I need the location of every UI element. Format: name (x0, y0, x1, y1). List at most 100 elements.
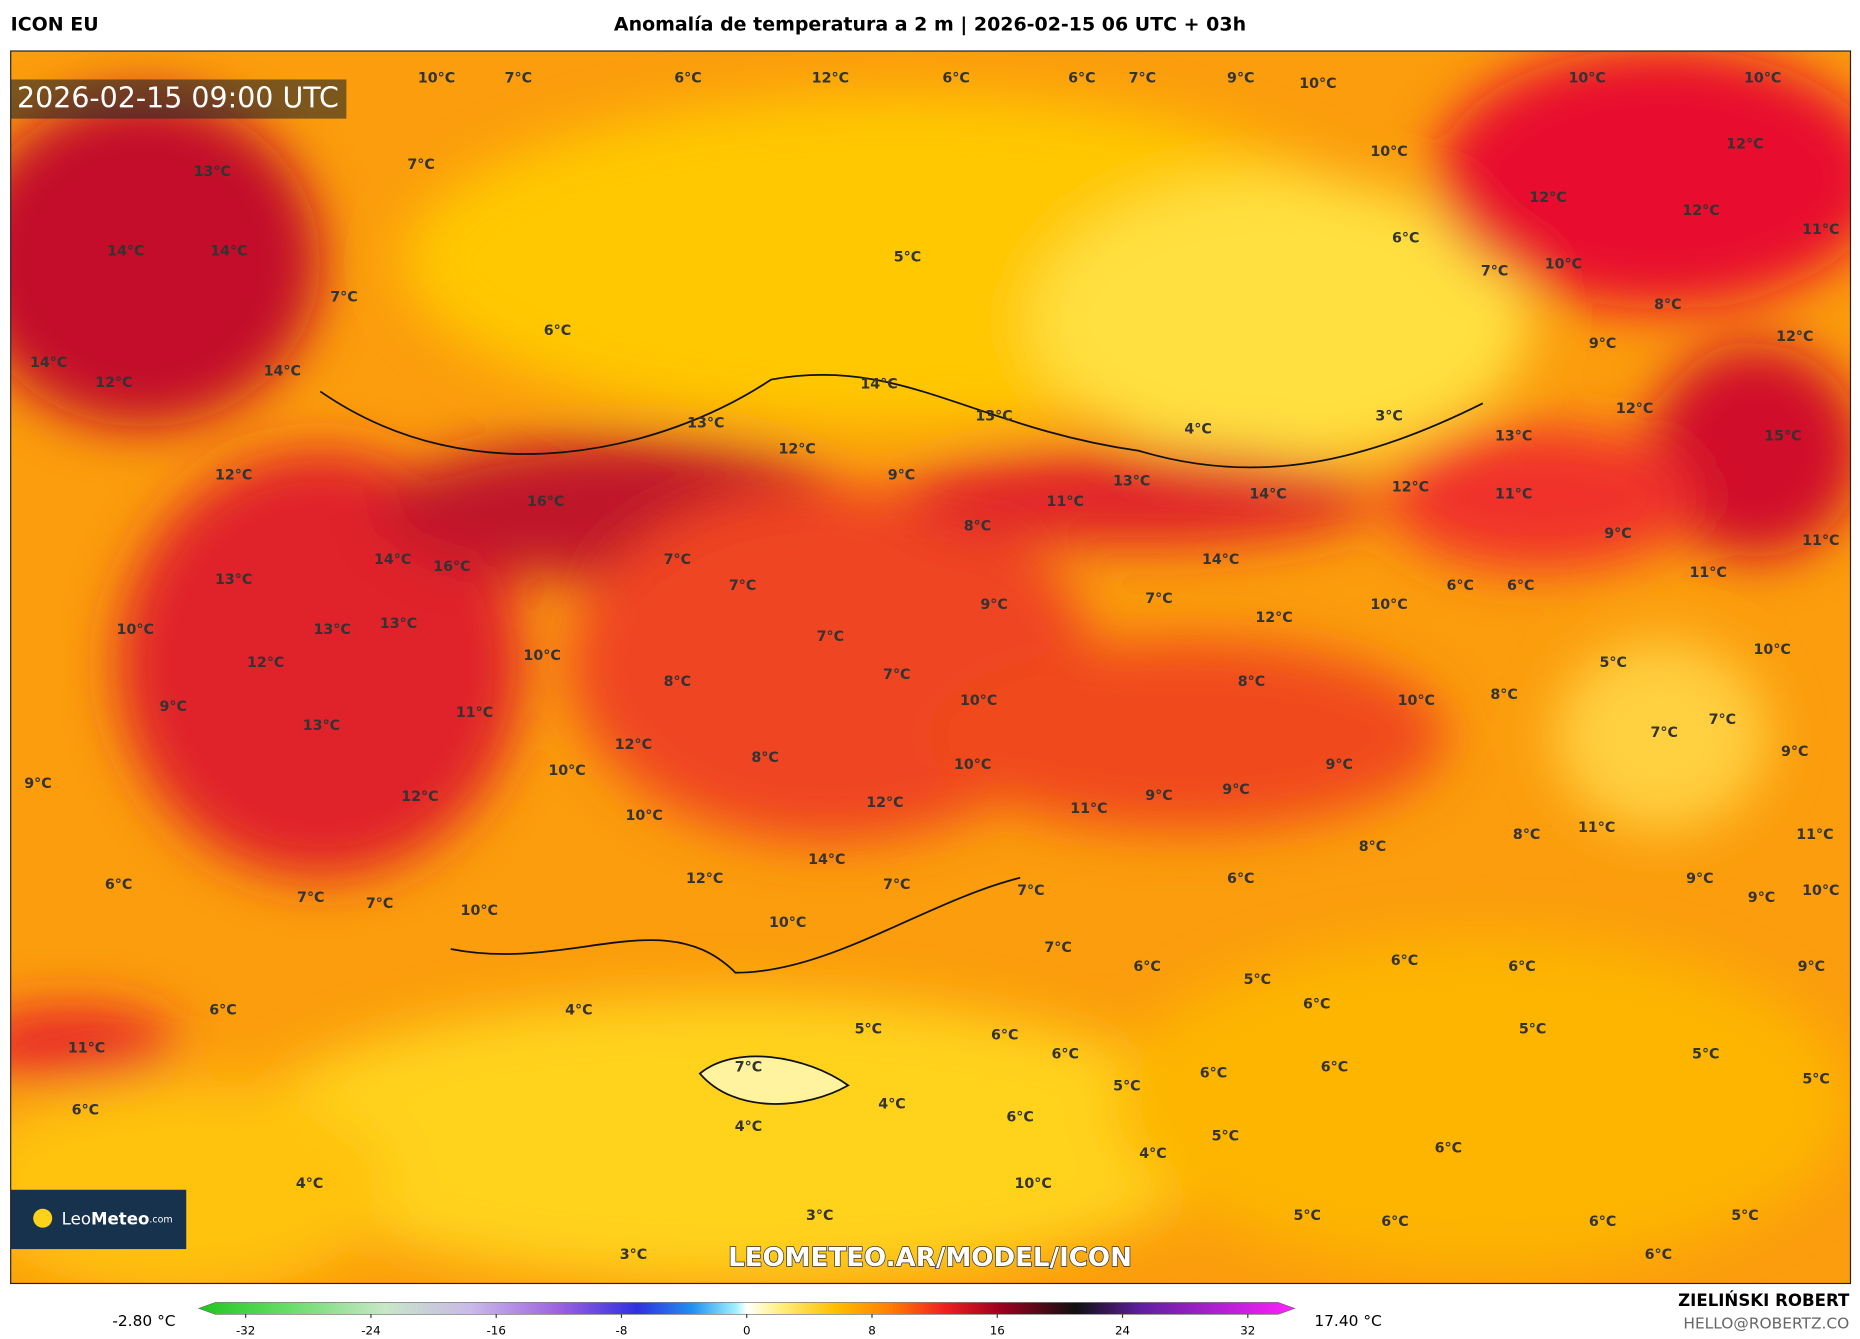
temperature-label: 7°C (1145, 591, 1172, 607)
temperature-label: 3°C (806, 1208, 833, 1224)
timestamp-box (10, 79, 347, 119)
temperature-label: 5°C (1802, 1071, 1829, 1087)
temperature-label: 6°C (544, 323, 571, 339)
temperature-label: 6°C (1391, 953, 1418, 969)
colorbar-tick-label: 32 (1240, 1323, 1255, 1337)
timestamp: 2026-02-15 09:00 UTC (17, 82, 339, 115)
temperature-label: 7°C (505, 70, 532, 86)
temperature-label: 10°C (523, 648, 560, 664)
temperature-label: 11°C (1495, 487, 1532, 503)
temperature-label: 12°C (1776, 329, 1813, 345)
temperature-label: 8°C (1238, 674, 1265, 690)
temperature-label: 8°C (1654, 297, 1681, 313)
colorbar-tick-label: 8 (868, 1323, 876, 1337)
temperature-label: 10°C (625, 808, 662, 824)
temperature-label: 10°C (1568, 70, 1605, 86)
temperature-label: 9°C (1604, 526, 1631, 542)
temperature-label: 6°C (942, 70, 969, 86)
temperature-label: 7°C (1129, 70, 1156, 86)
temperature-label: 9°C (1145, 788, 1172, 804)
temperature-label: 13°C (215, 572, 252, 588)
temperature-label: 10°C (548, 763, 585, 779)
temperature-label: 13°C (313, 622, 350, 638)
temperature-label: 14°C (264, 363, 301, 379)
temperature-label: 8°C (751, 750, 778, 766)
temperature-label: 9°C (1326, 757, 1353, 773)
temperature-label: 8°C (1359, 839, 1386, 855)
temperature-label: 14°C (210, 243, 247, 259)
temperature-label: 7°C (664, 552, 691, 568)
temperature-label: 7°C (883, 667, 910, 683)
temperature-label: 9°C (1686, 871, 1713, 887)
temperature-label: 12°C (1616, 401, 1653, 417)
temperature-label: 12°C (686, 871, 723, 887)
colorbar-tick-label: 16 (990, 1323, 1005, 1337)
temperature-label: 10°C (954, 757, 991, 773)
temperature-label: 7°C (883, 877, 910, 893)
temperature-label: 10°C (1398, 693, 1435, 709)
temperature-label: 5°C (1731, 1208, 1758, 1224)
temperature-label: 7°C (1017, 883, 1044, 899)
temperature-label: 10°C (1370, 144, 1407, 160)
colorbar-tick-label: -16 (487, 1323, 506, 1337)
map-area: 10°C 7°C 6°C 12°C 6°C 6°C 7°C 9°C 10°C 10°C 10°C 13… (10, 51, 1851, 1284)
temperature-label: 6°C (72, 1102, 99, 1118)
temperature-label: 3°C (1375, 408, 1402, 424)
temperature-label: 10°C (117, 622, 154, 638)
contact: HELLO@ROBERTZ.CO (1683, 1314, 1849, 1332)
temperature-label: 10°C (1370, 597, 1407, 613)
temperature-label: 6°C (1435, 1140, 1462, 1156)
temperature-label: 6°C (105, 877, 132, 893)
temperature-label: 14°C (30, 355, 67, 371)
logo-sun (33, 1208, 53, 1228)
temperature-label: 4°C (296, 1176, 323, 1192)
temperature-label: 7°C (735, 1060, 762, 1076)
watermark: LEOMETEO.AR/MODEL/ICON (728, 1243, 1132, 1273)
author: ZIELIŃSKI ROBERT (1678, 1291, 1850, 1310)
temperature-label: 9°C (888, 468, 915, 484)
temperature-label: 5°C (1113, 1079, 1140, 1095)
temperature-label: 9°C (1798, 959, 1825, 975)
temperature-label: 6°C (674, 70, 701, 86)
logo: LeoMeteo.com (62, 1209, 173, 1228)
temperature-label: 7°C (729, 578, 756, 594)
temperature-label: 14°C (107, 243, 144, 259)
temperature-label: 4°C (565, 1003, 592, 1019)
colorbar-tick-label: -8 (616, 1323, 628, 1337)
logo-text-bold: Meteo (91, 1209, 149, 1228)
temperature-label: 8°C (664, 674, 691, 690)
temperature-label: 4°C (878, 1096, 905, 1112)
temperature-label: 9°C (1589, 336, 1616, 352)
temperature-label: 5°C (1692, 1047, 1719, 1063)
temperature-label: 15°C (1764, 429, 1801, 445)
map-title: Anomalía de temperatura a 2 m | 2026-02-… (614, 13, 1246, 35)
temperature-label: 12°C (866, 795, 903, 811)
temperature-label: 6°C (1068, 70, 1095, 86)
temperature-label: 10°C (1015, 1176, 1052, 1192)
temperature-label: 10°C (1802, 883, 1839, 899)
temperature-label: 6°C (1381, 1214, 1408, 1230)
temperature-label: 12°C (95, 375, 132, 391)
temperature-label: 7°C (1044, 940, 1071, 956)
temperature-label: 5°C (1293, 1208, 1320, 1224)
temperature-label: 7°C (817, 629, 844, 645)
temperature-label: 9°C (1781, 744, 1808, 760)
temperature-label: 6°C (1303, 997, 1330, 1013)
temperature-label: 16°C (433, 559, 470, 575)
temperature-label: 6°C (1645, 1247, 1672, 1263)
temperature-label: 9°C (1748, 890, 1775, 906)
temperature-label: 9°C (159, 699, 186, 715)
temperature-label: 13°C (194, 164, 231, 180)
temperature-label: 6°C (1227, 871, 1254, 887)
temperature-label: 7°C (1709, 712, 1736, 728)
temperature-label: 6°C (1507, 578, 1534, 594)
temperature-label: 12°C (1255, 610, 1292, 626)
temperature-label: 9°C (24, 776, 51, 792)
temperature-label: 4°C (735, 1119, 762, 1135)
temperature-label: 13°C (1495, 429, 1532, 445)
temperature-label: 3°C (620, 1247, 647, 1263)
temperature-label: 7°C (297, 890, 324, 906)
temperature-label: 7°C (366, 896, 393, 912)
temperature-label: 14°C (1202, 552, 1239, 568)
